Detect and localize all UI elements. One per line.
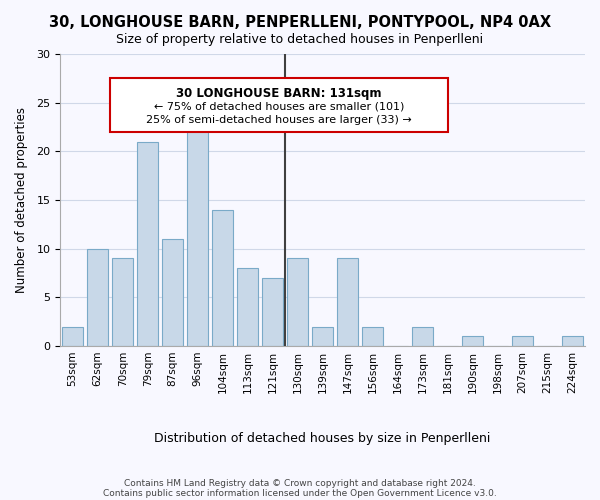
Bar: [87, 248, 108, 346]
Text: Contains HM Land Registry data © Crown copyright and database right 2024.: Contains HM Land Registry data © Crown c…: [124, 478, 476, 488]
Bar: [237, 268, 258, 346]
Bar: [562, 336, 583, 346]
Bar: [312, 326, 333, 346]
FancyBboxPatch shape: [110, 78, 448, 132]
Text: 30, LONGHOUSE BARN, PENPERLLENI, PONTYPOOL, NP4 0AX: 30, LONGHOUSE BARN, PENPERLLENI, PONTYPO…: [49, 15, 551, 30]
Bar: [337, 258, 358, 346]
Text: Size of property relative to detached houses in Penperlleni: Size of property relative to detached ho…: [116, 32, 484, 46]
Bar: [212, 210, 233, 346]
Bar: [412, 326, 433, 346]
Text: ← 75% of detached houses are smaller (101): ← 75% of detached houses are smaller (10…: [154, 102, 404, 112]
Bar: [512, 336, 533, 346]
Bar: [362, 326, 383, 346]
Y-axis label: Number of detached properties: Number of detached properties: [15, 107, 28, 293]
Bar: [112, 258, 133, 346]
Text: 30 LONGHOUSE BARN: 131sqm: 30 LONGHOUSE BARN: 131sqm: [176, 87, 382, 100]
Bar: [187, 112, 208, 346]
Text: Contains public sector information licensed under the Open Government Licence v3: Contains public sector information licen…: [103, 488, 497, 498]
Text: 25% of semi-detached houses are larger (33) →: 25% of semi-detached houses are larger (…: [146, 116, 412, 126]
Bar: [287, 258, 308, 346]
Bar: [262, 278, 283, 346]
Bar: [137, 142, 158, 346]
Bar: [162, 239, 183, 346]
Bar: [462, 336, 483, 346]
X-axis label: Distribution of detached houses by size in Penperlleni: Distribution of detached houses by size …: [154, 432, 491, 445]
Bar: [62, 326, 83, 346]
